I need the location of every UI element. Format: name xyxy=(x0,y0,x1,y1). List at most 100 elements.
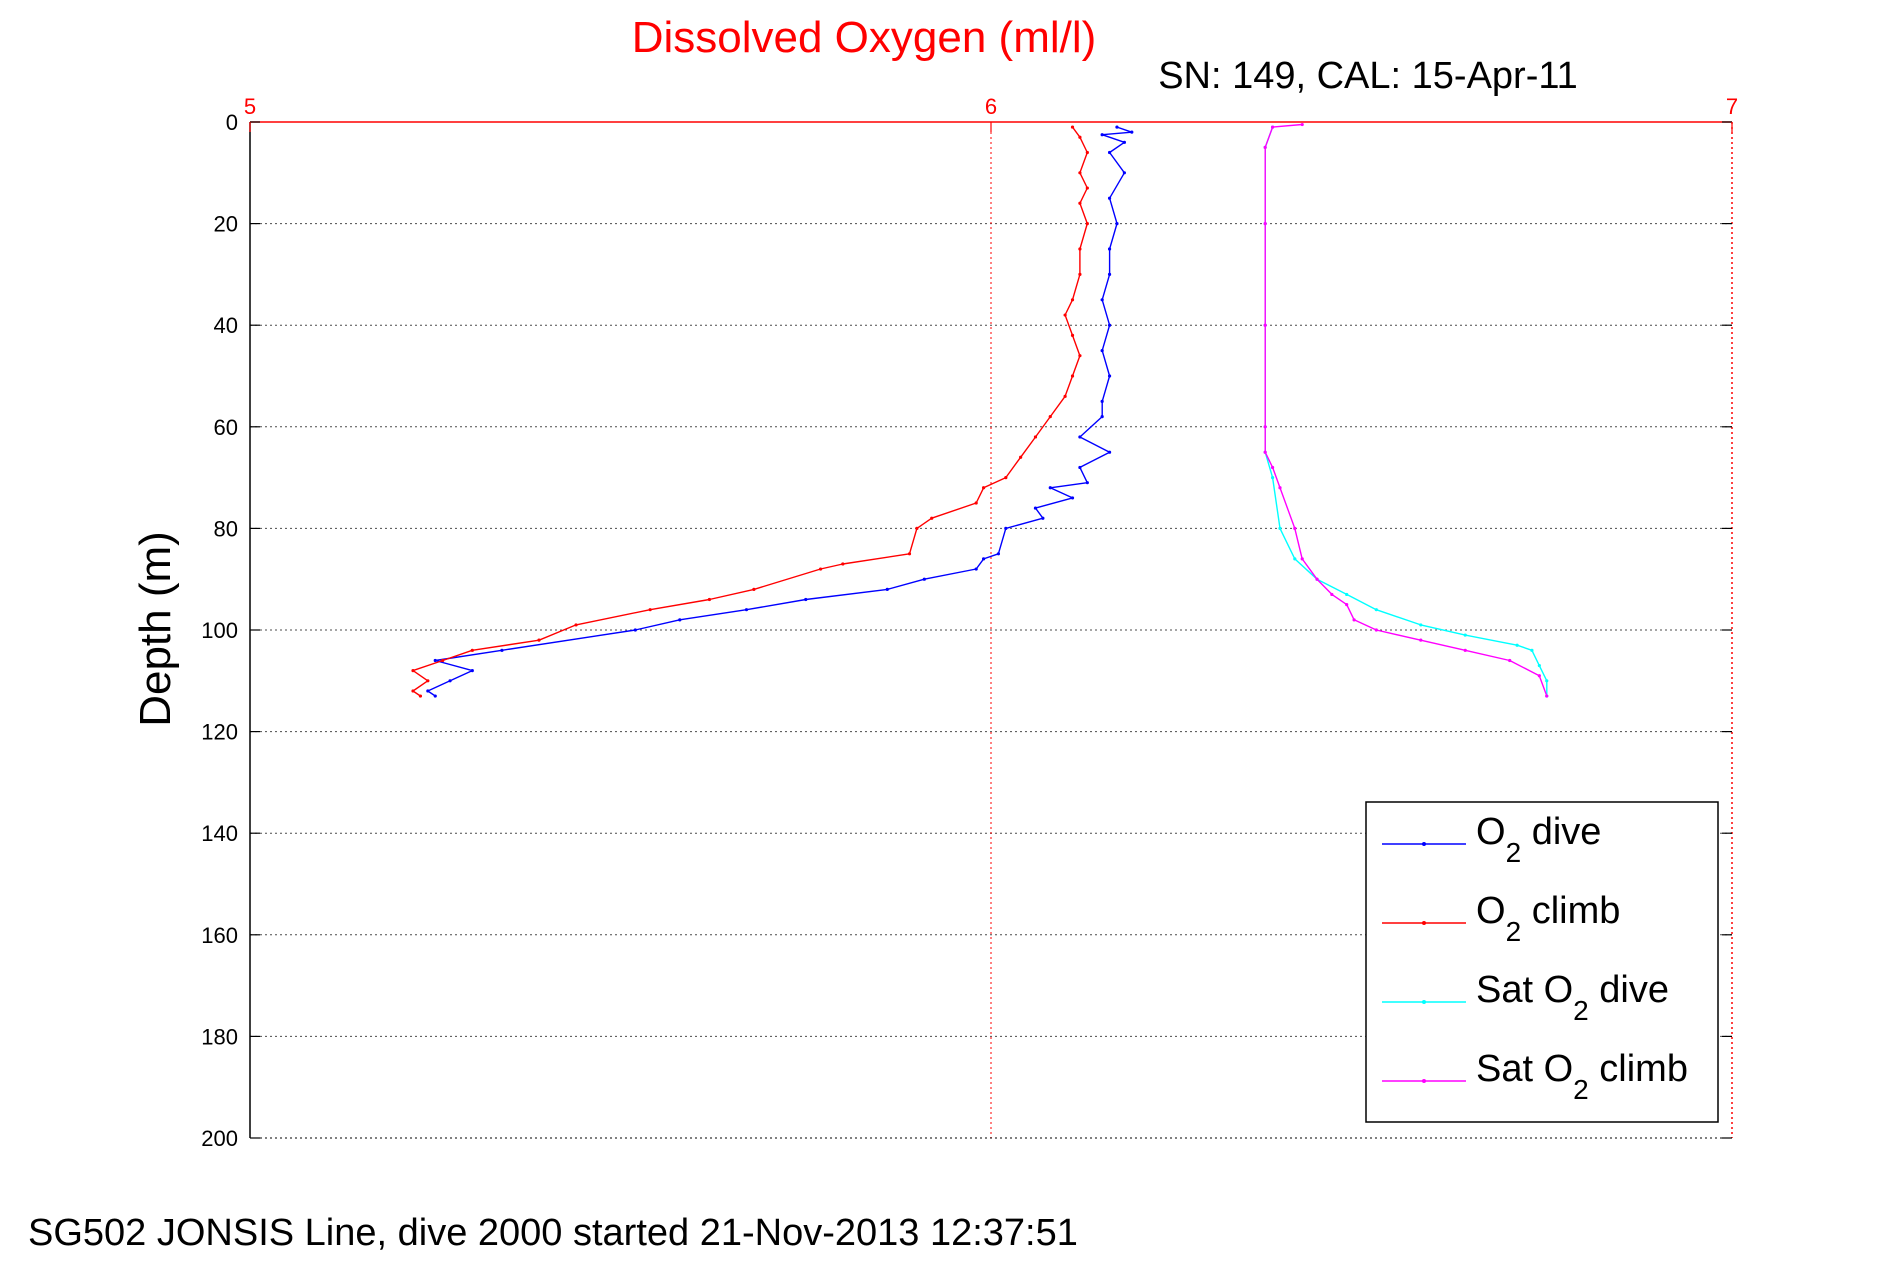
data-point xyxy=(1070,125,1075,129)
data-point xyxy=(1033,435,1038,439)
data-point xyxy=(470,669,474,673)
legend-marker-0 xyxy=(1422,842,1426,846)
dive-caption: SG502 JONSIS Line, dive 2000 started 21-… xyxy=(28,1212,1078,1254)
legend-box xyxy=(1365,801,1719,1123)
data-point xyxy=(1107,323,1112,327)
legend-marker-1 xyxy=(1422,921,1426,925)
data-point xyxy=(1545,694,1549,698)
tick-labels: 0 20 40 60 80 100 120 140 160 180 200 5 6 7 xyxy=(201,94,1738,1151)
legend-entry-subscript: 2 xyxy=(1506,837,1522,868)
y-tick-label: 20 xyxy=(214,212,238,237)
data-point xyxy=(1107,247,1112,251)
data-point xyxy=(1115,222,1119,226)
data-point xyxy=(1070,298,1075,302)
data-point xyxy=(1048,486,1052,490)
data-point xyxy=(841,562,845,566)
data-point xyxy=(1078,354,1082,358)
data-point xyxy=(752,587,756,591)
data-point xyxy=(1300,557,1304,561)
legend-entry-base: O xyxy=(1476,890,1506,932)
data-point xyxy=(1374,608,1378,612)
data-point xyxy=(1278,526,1282,531)
data-point xyxy=(433,658,437,663)
data-point xyxy=(1070,374,1075,378)
data-point xyxy=(1107,272,1112,276)
data-point xyxy=(1263,425,1267,429)
data-point xyxy=(500,648,504,652)
y-tick-label: 180 xyxy=(201,1024,238,1049)
y-axis-label: Depth (m) xyxy=(131,531,180,727)
data-point xyxy=(1130,130,1134,134)
data-point xyxy=(1419,638,1423,642)
data-point xyxy=(744,608,749,612)
y-tick-label: 60 xyxy=(214,415,238,440)
legend-marker-3 xyxy=(1422,1079,1426,1083)
legend-entry-rest: climb xyxy=(1589,1048,1688,1090)
data-point xyxy=(1352,618,1356,622)
legend-marker-2 xyxy=(1422,1000,1426,1004)
data-point xyxy=(885,587,889,591)
data-point xyxy=(804,597,808,602)
data-point xyxy=(574,623,578,627)
data-point xyxy=(1070,333,1075,337)
data-point xyxy=(633,628,637,632)
data-point xyxy=(1019,455,1023,459)
data-point xyxy=(1293,526,1297,531)
data-point xyxy=(1315,577,1319,581)
data-point xyxy=(1041,516,1045,520)
legend-entry-rest: dive xyxy=(1589,969,1669,1011)
legend-entry-subscript: 2 xyxy=(1573,995,1589,1026)
data-point xyxy=(1085,186,1089,190)
data-point xyxy=(1107,450,1112,454)
data-point xyxy=(1100,298,1104,302)
data-point xyxy=(1078,135,1082,139)
data-point xyxy=(974,501,978,505)
data-point xyxy=(818,567,823,571)
data-point xyxy=(418,694,423,698)
data-point xyxy=(1263,145,1267,149)
data-point xyxy=(1508,658,1512,663)
data-point xyxy=(1085,150,1089,155)
data-point xyxy=(1270,476,1275,480)
data-point xyxy=(678,618,682,622)
data-point xyxy=(1048,415,1052,419)
data-point xyxy=(1545,679,1549,683)
data-point xyxy=(1033,506,1038,510)
data-point xyxy=(1270,125,1275,129)
legend-entry-2: Sat O2 dive xyxy=(1476,969,1669,1026)
data-point xyxy=(1070,496,1075,500)
data-point xyxy=(1107,374,1112,378)
data-point xyxy=(1122,140,1126,144)
data-point xyxy=(1463,633,1467,637)
legend-entry-base: Sat O xyxy=(1476,1048,1573,1090)
data-point xyxy=(907,552,912,556)
data-point xyxy=(1115,125,1119,129)
data-point xyxy=(930,516,934,520)
data-point xyxy=(1078,272,1082,276)
data-point xyxy=(426,679,430,683)
legend-entry-0: O2 dive xyxy=(1476,811,1601,868)
legend-entry-1: O2 climb xyxy=(1476,890,1620,947)
data-point xyxy=(441,658,445,663)
legend-entry-3: Sat O2 climb xyxy=(1476,1048,1688,1105)
data-point xyxy=(1300,122,1304,127)
data-point xyxy=(1263,450,1267,454)
data-point xyxy=(1078,201,1082,205)
data-point xyxy=(1100,349,1104,353)
data-point xyxy=(1100,399,1104,403)
data-point xyxy=(1085,222,1089,226)
y-tick-label: 120 xyxy=(201,720,238,745)
data-point xyxy=(537,638,541,642)
data-point xyxy=(915,526,919,531)
data-point xyxy=(1100,415,1104,419)
x-tick-label: 6 xyxy=(985,94,997,119)
data-series xyxy=(411,122,1549,698)
data-point xyxy=(1270,465,1275,470)
data-point xyxy=(1085,481,1089,485)
data-point xyxy=(1463,648,1467,652)
legend-entry-base: Sat O xyxy=(1476,969,1573,1011)
data-point xyxy=(1078,465,1082,470)
data-point xyxy=(1537,663,1541,668)
